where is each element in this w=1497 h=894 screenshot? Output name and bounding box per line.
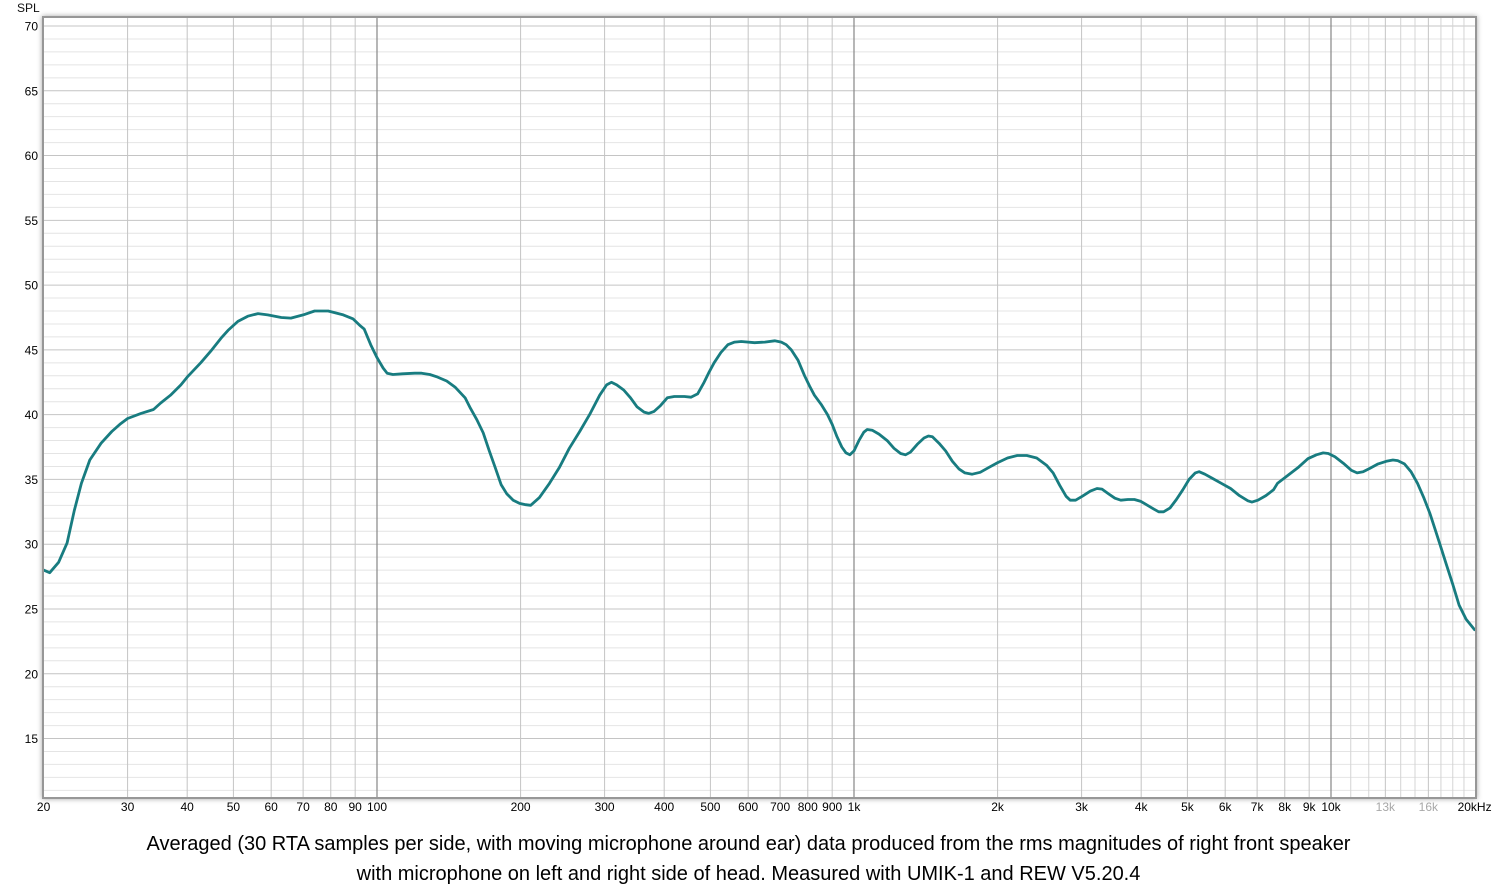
caption-line-1: Averaged (30 RTA samples per side, with … (146, 833, 1351, 855)
x-axis-tick-label: 100 (367, 800, 387, 814)
x-axis-tick-label: 200 (511, 800, 531, 814)
x-axis-tick-label: 4k (1135, 800, 1149, 814)
y-axis-tick-label: 25 (25, 602, 39, 616)
y-axis-tick-label: 60 (25, 149, 39, 163)
y-axis-tick-label: 45 (25, 343, 39, 357)
chart-caption: Averaged (30 RTA samples per side, with … (0, 829, 1497, 889)
x-axis-tick-label: 700 (770, 800, 790, 814)
y-axis-tick-label: 35 (25, 473, 39, 487)
y-axis-tick-label: 70 (25, 20, 39, 34)
x-axis-tick-label: 90 (348, 800, 362, 814)
x-axis-tick-label: 3k (1075, 800, 1089, 814)
y-axis-tick-label: 20 (25, 667, 39, 681)
x-axis-tick-label: 6k (1219, 800, 1233, 814)
x-axis-tick-label: 5k (1181, 800, 1195, 814)
x-axis-tick-label: 60 (264, 800, 278, 814)
x-axis-tick-label: 13k (1376, 800, 1396, 814)
y-axis-tick-label: 30 (25, 538, 39, 552)
y-axis-tick-label: 15 (25, 732, 39, 746)
x-axis-tick-label: 600 (738, 800, 758, 814)
x-axis-tick-label: 7k (1251, 800, 1265, 814)
x-axis-tick-label: 9k (1303, 800, 1317, 814)
x-axis-tick-label: 300 (595, 800, 615, 814)
x-axis-tick-label: 30 (121, 800, 135, 814)
caption-line-2: with microphone on left and right side o… (356, 863, 1141, 885)
y-axis-tick-label: 55 (25, 214, 39, 228)
y-axis-tick-label: 65 (25, 84, 39, 98)
x-axis-tick-label: 8k (1278, 800, 1292, 814)
x-axis-tick-label: 2k (991, 800, 1005, 814)
chart-plot: 70 65 60 55 50 45 40 35 30 25 20 15 20 30 40 50 60 70 80 90… (24, 17, 1492, 814)
x-axis-tick-label: 40 (181, 800, 195, 814)
x-axis-tick-label: 20 (37, 800, 51, 814)
x-axis-tick-label: 70 (296, 800, 310, 814)
x-axis-tick-label: 80 (324, 800, 338, 814)
y-axis-title: SPL (17, 1, 40, 15)
frequency-response-curve (42, 309, 1476, 632)
x-axis-tick-label: 50 (227, 800, 241, 814)
y-axis-tick-label: 40 (25, 408, 39, 422)
x-axis-tick-label: 16k (1419, 800, 1439, 814)
x-axis-tick-label: 500 (700, 800, 720, 814)
x-axis-tick-label: 10k (1321, 800, 1341, 814)
x-axis-tick-label: 800 (798, 800, 818, 814)
y-axis-tick-label: 50 (25, 279, 39, 293)
x-axis-tick-label: 400 (654, 800, 674, 814)
x-axis-tick-label: 1k (848, 800, 862, 814)
x-axis-tick-label: 20kHz (1458, 800, 1492, 814)
x-axis-tick-label: 900 (822, 800, 842, 814)
